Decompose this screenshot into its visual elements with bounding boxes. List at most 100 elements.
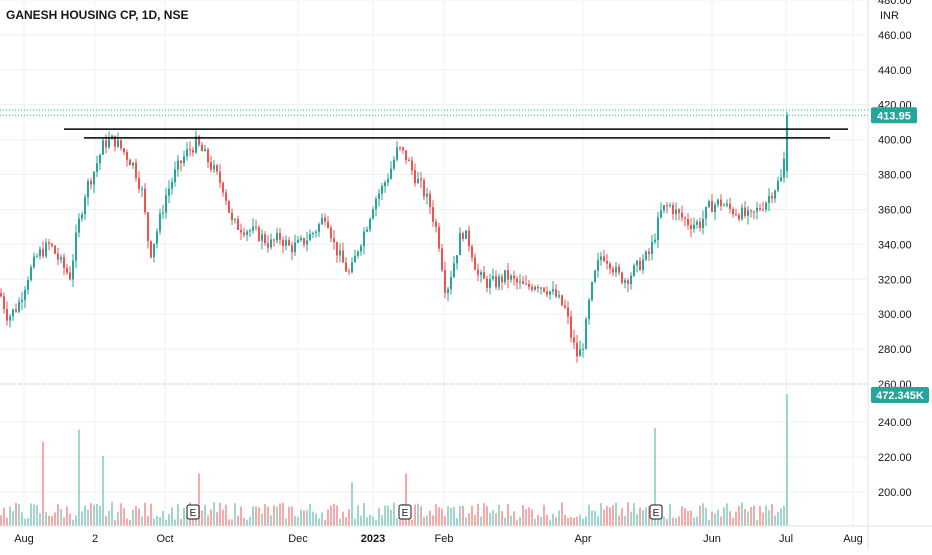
volume-bar <box>24 518 26 526</box>
candle-body <box>321 217 323 225</box>
candle-body <box>462 233 464 239</box>
candle-body <box>492 276 494 280</box>
volume-bar <box>243 518 245 526</box>
candle-body <box>723 205 725 207</box>
volume-tick-label: 200.00 <box>878 487 912 499</box>
candle-body <box>144 188 146 213</box>
candle-body <box>177 160 179 170</box>
volume-bar <box>594 510 596 526</box>
candle-body <box>768 195 770 203</box>
volume-bar <box>6 517 8 526</box>
volume-bar <box>174 519 176 526</box>
volume-bar <box>177 504 179 526</box>
candle-body <box>684 217 686 219</box>
candle-body <box>66 267 68 273</box>
candle-body <box>522 281 524 284</box>
volume-bar <box>672 517 674 526</box>
volume-bar <box>15 502 17 526</box>
volume-bar <box>390 509 392 526</box>
candle-body <box>132 162 134 166</box>
candle-body <box>156 231 158 244</box>
candle-body <box>750 210 752 212</box>
volume-bar <box>165 519 167 526</box>
volume-bar <box>771 504 773 526</box>
volume-bar <box>249 516 251 526</box>
time-tick-label: Aug <box>14 533 34 545</box>
volume-bar <box>717 509 719 526</box>
candle-body <box>720 199 722 207</box>
candle-body <box>192 150 194 153</box>
volume-bar <box>783 506 785 526</box>
volume-bar <box>216 512 218 526</box>
price-tick-label: 340.00 <box>878 239 912 251</box>
earnings-marker[interactable]: E <box>398 504 412 520</box>
candle-body <box>612 268 614 273</box>
volume-bar <box>528 507 530 526</box>
volume-bar <box>666 519 668 526</box>
volume-bar <box>84 505 86 526</box>
candle-body <box>237 219 239 230</box>
candle-body <box>222 182 224 193</box>
volume-bar <box>465 517 467 526</box>
candle-body <box>54 245 56 254</box>
volume-bar <box>369 514 371 526</box>
volume-bar <box>723 507 725 526</box>
earnings-marker[interactable]: E <box>649 504 663 520</box>
volume-bar <box>636 514 638 526</box>
volume-bar <box>705 508 707 526</box>
candle-body <box>327 221 329 228</box>
volume-bar <box>735 511 737 526</box>
candle-body <box>183 156 185 164</box>
volume-bar <box>756 519 758 526</box>
candle-body <box>471 246 473 258</box>
volume-bar <box>492 510 494 526</box>
candle-body <box>381 186 383 194</box>
volume-bar <box>273 505 275 526</box>
volume-bar <box>21 512 23 526</box>
earnings-marker[interactable]: E <box>186 504 200 520</box>
candle-body <box>261 234 263 241</box>
candle-body <box>12 309 14 317</box>
volume-bar <box>585 516 587 526</box>
volume-bar <box>687 511 689 526</box>
volume-bar <box>144 502 146 526</box>
candle-body <box>75 232 77 261</box>
candle-body <box>705 206 707 219</box>
candle-body <box>708 201 710 207</box>
candle-body <box>570 316 572 338</box>
price-tick-label: 300.00 <box>878 309 912 321</box>
volume-bar <box>522 505 524 526</box>
candle-body <box>204 149 206 152</box>
volume-bar <box>630 511 632 526</box>
volume-bar <box>219 502 221 526</box>
volume-bar <box>318 518 320 526</box>
volume-bar <box>513 511 515 526</box>
volume-bar <box>444 515 446 526</box>
volume-bar <box>411 519 413 526</box>
candle-body <box>777 181 779 191</box>
candle-body <box>0 293 2 297</box>
candle-body <box>480 272 482 275</box>
volume-bar <box>576 516 578 526</box>
volume-bar <box>558 510 560 526</box>
volume-bar <box>264 504 266 526</box>
volume-bar <box>126 518 128 526</box>
volume-bar <box>447 506 449 526</box>
volume-bar <box>108 510 110 526</box>
candle-body <box>195 136 197 153</box>
candle-body <box>105 140 107 148</box>
volume-bar <box>255 506 257 526</box>
candle-body <box>699 221 701 228</box>
candle-body <box>426 193 428 197</box>
candle-body <box>399 147 401 149</box>
volume-bar <box>726 503 728 526</box>
candle-body <box>252 226 254 231</box>
candle-body <box>627 280 629 285</box>
candle-body <box>546 291 548 295</box>
volume-bar <box>270 515 272 526</box>
volume-bar <box>366 517 368 526</box>
candle-body <box>264 234 266 244</box>
candle-body <box>36 256 38 258</box>
